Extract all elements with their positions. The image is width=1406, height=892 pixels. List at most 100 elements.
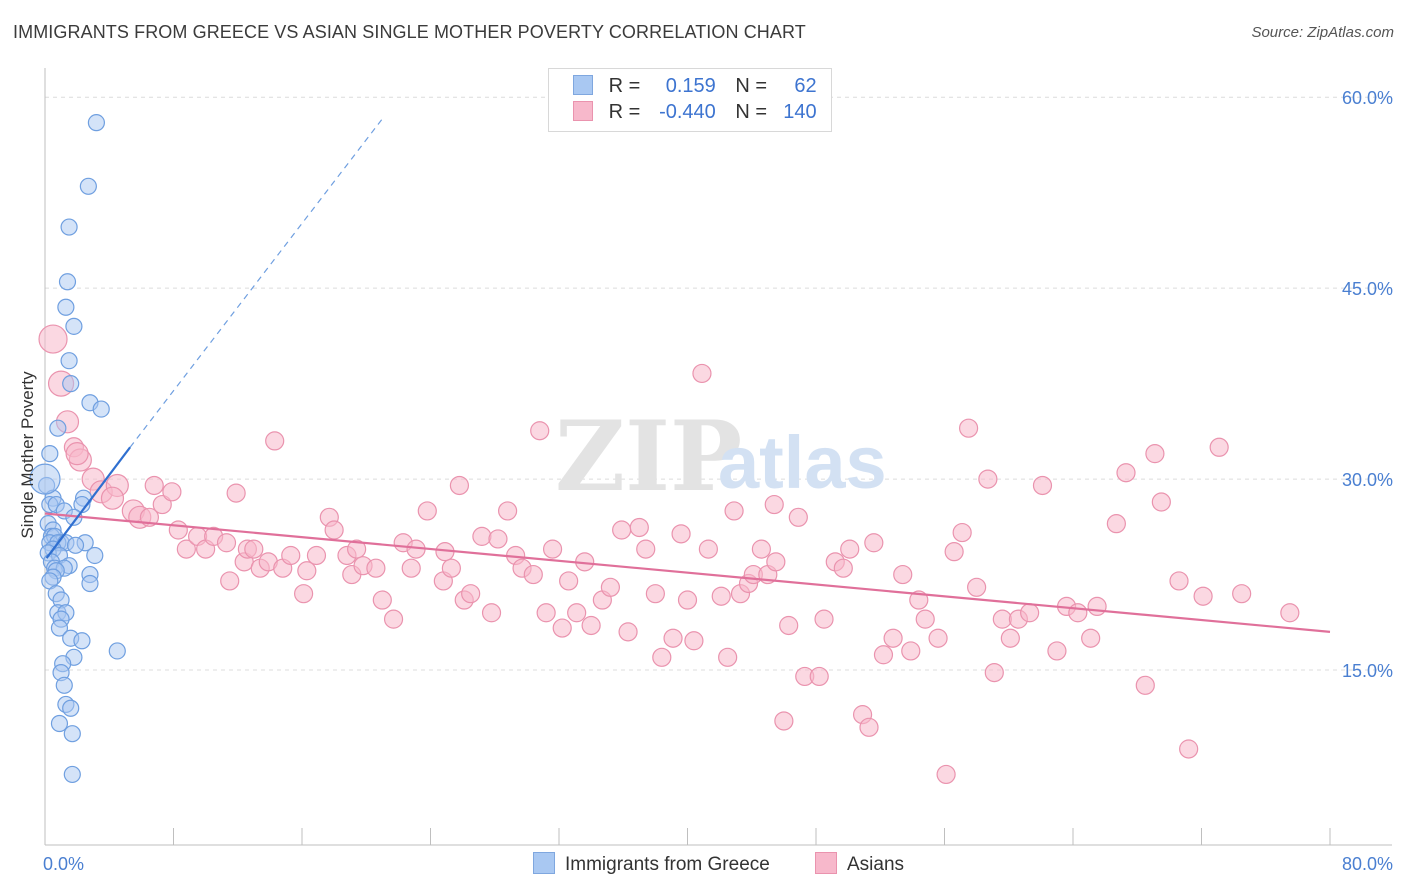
asians-point xyxy=(984,662,1004,683)
y-tick-label: 30.0% xyxy=(1342,470,1393,490)
greece-point xyxy=(62,699,80,717)
greece-point xyxy=(108,642,126,660)
bottom-legend-asians: Asians xyxy=(815,852,904,876)
asians-point xyxy=(636,539,656,559)
asians-point xyxy=(220,571,240,591)
asians-point xyxy=(498,501,518,521)
asians-point xyxy=(663,628,683,648)
asians-point xyxy=(909,590,929,610)
asians-point xyxy=(859,717,879,737)
legend-row-greece: R = 0.159 N = 62 xyxy=(573,75,817,101)
asians-point xyxy=(1193,586,1213,606)
asians-point xyxy=(1106,514,1126,534)
legend-row-asians: R = -0.440 N = 140 xyxy=(573,101,817,127)
legend-n-value: 140 xyxy=(783,101,817,123)
asians-point xyxy=(401,558,421,578)
asians-points xyxy=(38,324,1300,785)
asians-point xyxy=(372,590,392,610)
bottom-legend-swatch-asians xyxy=(815,852,837,874)
greece-point xyxy=(79,177,97,195)
asians-point xyxy=(441,558,461,578)
asians-point xyxy=(552,618,572,638)
asians-point xyxy=(176,539,196,559)
asians-point xyxy=(967,577,987,597)
greece-point xyxy=(60,352,78,370)
y-tick-label: 15.0% xyxy=(1342,661,1393,681)
y-axis-label: Single Mother Poverty xyxy=(18,371,37,539)
greece-point xyxy=(87,114,106,132)
asians-point xyxy=(600,577,621,597)
tick-labels: 15.0% 30.0% 45.0% 60.0% 0.0% 80.0% xyxy=(43,88,1393,874)
asians-point xyxy=(944,542,964,562)
greece-point xyxy=(41,445,59,463)
greece-point xyxy=(63,765,81,784)
asians-point xyxy=(711,586,731,606)
asians-point xyxy=(864,533,884,553)
asians-point xyxy=(645,584,665,604)
asians-point xyxy=(677,590,698,610)
asians-point xyxy=(523,564,543,585)
asians-point xyxy=(814,609,834,629)
asians-point xyxy=(100,486,125,510)
greece-point xyxy=(50,714,69,733)
asians-point xyxy=(244,539,264,559)
asians-point xyxy=(629,517,649,538)
bottom-legend-greece: Immigrants from Greece xyxy=(533,852,770,876)
watermark-zip: ZIP xyxy=(555,400,742,513)
greece-point xyxy=(62,375,80,393)
greece-point xyxy=(50,619,69,637)
asians-point xyxy=(652,647,672,667)
y-tick-label: 60.0% xyxy=(1342,88,1393,108)
asians-point xyxy=(684,631,704,651)
greece-trend-line xyxy=(45,446,132,559)
asians-point xyxy=(774,711,794,731)
asians-point xyxy=(612,520,632,540)
asians-point xyxy=(724,501,744,521)
asians-point xyxy=(1145,444,1165,464)
greece-point xyxy=(66,536,85,554)
y-tick-label: 45.0% xyxy=(1342,279,1393,299)
asians-point xyxy=(347,539,367,559)
legend-n-label: N = xyxy=(735,101,768,123)
asians-point xyxy=(883,628,903,648)
greece-point xyxy=(81,574,99,593)
chart-title: IMMIGRANTS FROM GREECE VS ASIAN SINGLE M… xyxy=(13,22,806,42)
greece-point xyxy=(63,725,81,743)
asians-point xyxy=(265,431,285,451)
asians-point xyxy=(38,324,68,354)
greece-point xyxy=(86,546,104,565)
greece-point xyxy=(92,400,110,418)
asians-point xyxy=(216,533,237,553)
asians-point xyxy=(294,584,314,604)
asians-point xyxy=(1081,628,1101,648)
asians-point xyxy=(978,469,998,489)
asians-point xyxy=(162,482,182,502)
asians-point xyxy=(461,584,481,604)
legend-n-value: 62 xyxy=(794,75,817,97)
bottom-legend-label-greece: Immigrants from Greece xyxy=(565,854,770,875)
greece-trend-extension xyxy=(129,118,383,448)
asians-point xyxy=(297,561,317,581)
greece-point xyxy=(49,419,67,437)
x-tick-label: 80.0% xyxy=(1342,854,1393,874)
asians-point xyxy=(65,442,89,466)
asians-point xyxy=(936,764,956,785)
legend-r-label: R = xyxy=(608,101,641,123)
asians-point xyxy=(1020,603,1040,623)
asians-point xyxy=(481,603,502,623)
asians-point xyxy=(306,545,327,566)
asians-point xyxy=(952,522,972,543)
asians-point xyxy=(152,494,172,515)
asians-point xyxy=(718,647,738,667)
asians-point xyxy=(1116,463,1136,483)
asians-point xyxy=(671,524,691,544)
legend-n-label: N = xyxy=(735,75,768,97)
asians-point xyxy=(449,475,470,496)
trend-lines xyxy=(44,118,1331,633)
legend-swatch-asians xyxy=(573,101,593,121)
asians-point xyxy=(873,645,894,665)
asians-point xyxy=(893,564,913,585)
asians-point xyxy=(488,529,508,549)
asians-point xyxy=(618,622,638,642)
asians-point xyxy=(751,539,771,559)
